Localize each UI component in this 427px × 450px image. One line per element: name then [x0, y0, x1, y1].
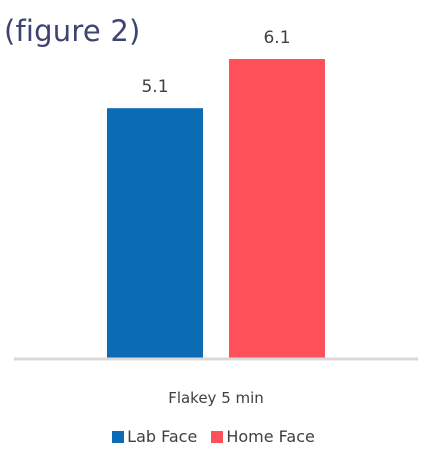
- bars-group: [107, 59, 325, 360]
- legend-label-home-face: Home Face: [226, 427, 315, 446]
- legend: Lab Face Home Face: [0, 427, 427, 446]
- legend-swatch-lab-face: [112, 430, 125, 443]
- legend-item-home-face: Home Face: [211, 427, 315, 446]
- legend-item-lab-face: Lab Face: [112, 427, 197, 446]
- category-label: Flakey 5 min: [168, 389, 264, 407]
- legend-label-lab-face: Lab Face: [127, 427, 198, 446]
- value-label-home-face: 6.1: [263, 28, 290, 48]
- value-label-lab-face: 5.1: [141, 77, 168, 97]
- value-labels-group: 5.1 6.1: [141, 28, 290, 97]
- page-title: (figure 2): [4, 14, 141, 48]
- legend-swatch-home-face: [211, 430, 224, 443]
- bar-lab-face: [107, 108, 203, 360]
- bar-home-face: [229, 59, 325, 359]
- category-labels-group: Flakey 5 min: [168, 389, 264, 407]
